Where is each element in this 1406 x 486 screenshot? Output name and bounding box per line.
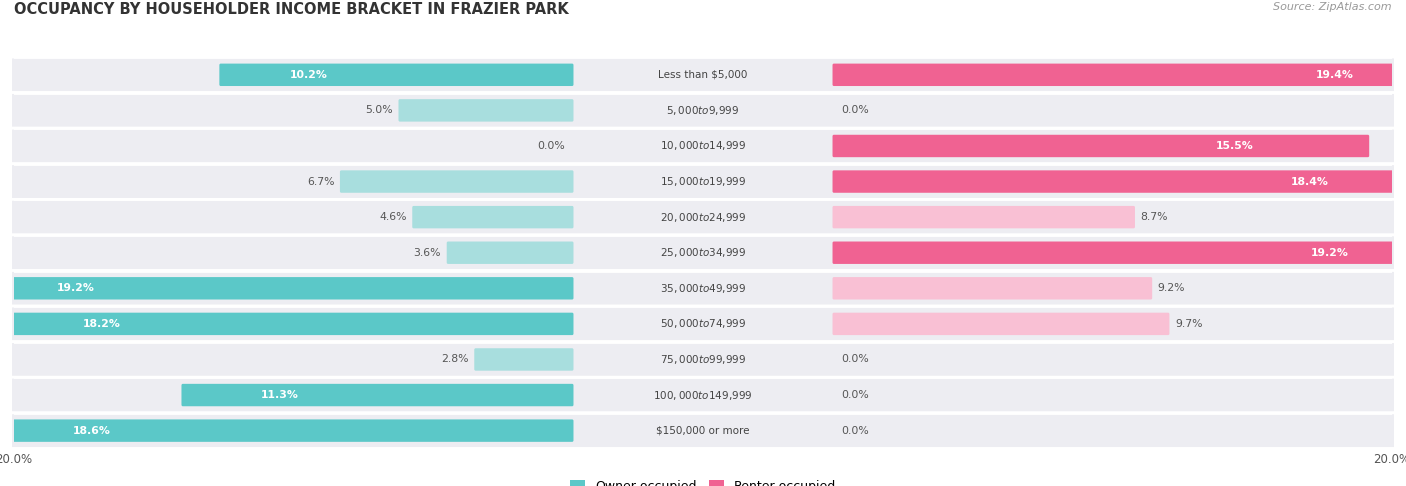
Text: $100,000 to $149,999: $100,000 to $149,999	[654, 388, 752, 401]
Text: 20.0%: 20.0%	[1374, 452, 1406, 466]
Text: 18.4%: 18.4%	[1291, 176, 1329, 187]
FancyBboxPatch shape	[0, 312, 574, 335]
FancyBboxPatch shape	[0, 277, 574, 299]
Text: 4.6%: 4.6%	[380, 212, 406, 222]
FancyBboxPatch shape	[11, 306, 1395, 342]
FancyBboxPatch shape	[832, 206, 1135, 228]
FancyBboxPatch shape	[832, 64, 1406, 86]
Text: 10.2%: 10.2%	[290, 70, 328, 80]
Text: 0.0%: 0.0%	[841, 390, 869, 400]
FancyBboxPatch shape	[832, 171, 1406, 193]
FancyBboxPatch shape	[11, 342, 1395, 377]
FancyBboxPatch shape	[11, 413, 1395, 449]
FancyBboxPatch shape	[340, 171, 574, 193]
FancyBboxPatch shape	[832, 135, 1369, 157]
Text: $20,000 to $24,999: $20,000 to $24,999	[659, 210, 747, 224]
FancyBboxPatch shape	[11, 271, 1395, 306]
Text: 0.0%: 0.0%	[841, 354, 869, 364]
Text: 15.5%: 15.5%	[1215, 141, 1253, 151]
FancyBboxPatch shape	[832, 242, 1406, 264]
FancyBboxPatch shape	[11, 377, 1395, 413]
Text: Less than $5,000: Less than $5,000	[658, 70, 748, 80]
FancyBboxPatch shape	[11, 128, 1395, 164]
Text: 11.3%: 11.3%	[262, 390, 299, 400]
FancyBboxPatch shape	[832, 277, 1152, 299]
Text: 8.7%: 8.7%	[1140, 212, 1168, 222]
Text: 6.7%: 6.7%	[307, 176, 335, 187]
Text: 2.8%: 2.8%	[441, 354, 468, 364]
Text: 19.2%: 19.2%	[58, 283, 96, 294]
FancyBboxPatch shape	[219, 64, 574, 86]
Text: $10,000 to $14,999: $10,000 to $14,999	[659, 139, 747, 153]
Text: 20.0%: 20.0%	[0, 452, 32, 466]
Text: 19.4%: 19.4%	[1316, 70, 1354, 80]
FancyBboxPatch shape	[412, 206, 574, 228]
Legend: Owner-occupied, Renter-occupied: Owner-occupied, Renter-occupied	[565, 474, 841, 486]
FancyBboxPatch shape	[832, 312, 1170, 335]
FancyBboxPatch shape	[11, 164, 1395, 199]
Text: $75,000 to $99,999: $75,000 to $99,999	[659, 353, 747, 366]
Text: $150,000 or more: $150,000 or more	[657, 426, 749, 435]
FancyBboxPatch shape	[447, 242, 574, 264]
Text: 18.2%: 18.2%	[83, 319, 121, 329]
FancyBboxPatch shape	[398, 99, 574, 122]
Text: 19.2%: 19.2%	[1310, 248, 1348, 258]
Text: $25,000 to $34,999: $25,000 to $34,999	[659, 246, 747, 259]
FancyBboxPatch shape	[0, 419, 574, 442]
Text: $35,000 to $49,999: $35,000 to $49,999	[659, 282, 747, 295]
Text: 0.0%: 0.0%	[841, 105, 869, 115]
FancyBboxPatch shape	[11, 199, 1395, 235]
Text: 9.7%: 9.7%	[1175, 319, 1202, 329]
Text: 0.0%: 0.0%	[841, 426, 869, 435]
Text: 18.6%: 18.6%	[73, 426, 111, 435]
Text: $5,000 to $9,999: $5,000 to $9,999	[666, 104, 740, 117]
FancyBboxPatch shape	[11, 57, 1395, 93]
Text: OCCUPANCY BY HOUSEHOLDER INCOME BRACKET IN FRAZIER PARK: OCCUPANCY BY HOUSEHOLDER INCOME BRACKET …	[14, 2, 569, 17]
Text: $15,000 to $19,999: $15,000 to $19,999	[659, 175, 747, 188]
Text: 5.0%: 5.0%	[366, 105, 392, 115]
Text: 9.2%: 9.2%	[1157, 283, 1185, 294]
Text: 3.6%: 3.6%	[413, 248, 441, 258]
FancyBboxPatch shape	[181, 384, 574, 406]
Text: $50,000 to $74,999: $50,000 to $74,999	[659, 317, 747, 330]
FancyBboxPatch shape	[11, 93, 1395, 128]
FancyBboxPatch shape	[11, 235, 1395, 271]
Text: Source: ZipAtlas.com: Source: ZipAtlas.com	[1274, 2, 1392, 13]
Text: 0.0%: 0.0%	[537, 141, 565, 151]
FancyBboxPatch shape	[474, 348, 574, 371]
